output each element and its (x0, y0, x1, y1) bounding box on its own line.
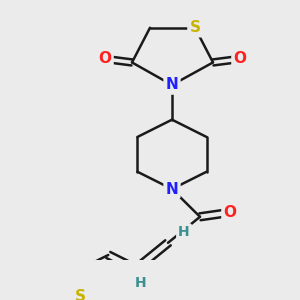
Text: O: O (98, 52, 112, 67)
Text: N: N (166, 77, 178, 92)
Text: N: N (166, 182, 178, 196)
Text: H: H (178, 225, 190, 239)
Text: O: O (233, 52, 247, 67)
Text: S: S (190, 20, 200, 35)
Text: H: H (135, 276, 147, 290)
Text: O: O (224, 205, 236, 220)
Text: S: S (75, 289, 86, 300)
